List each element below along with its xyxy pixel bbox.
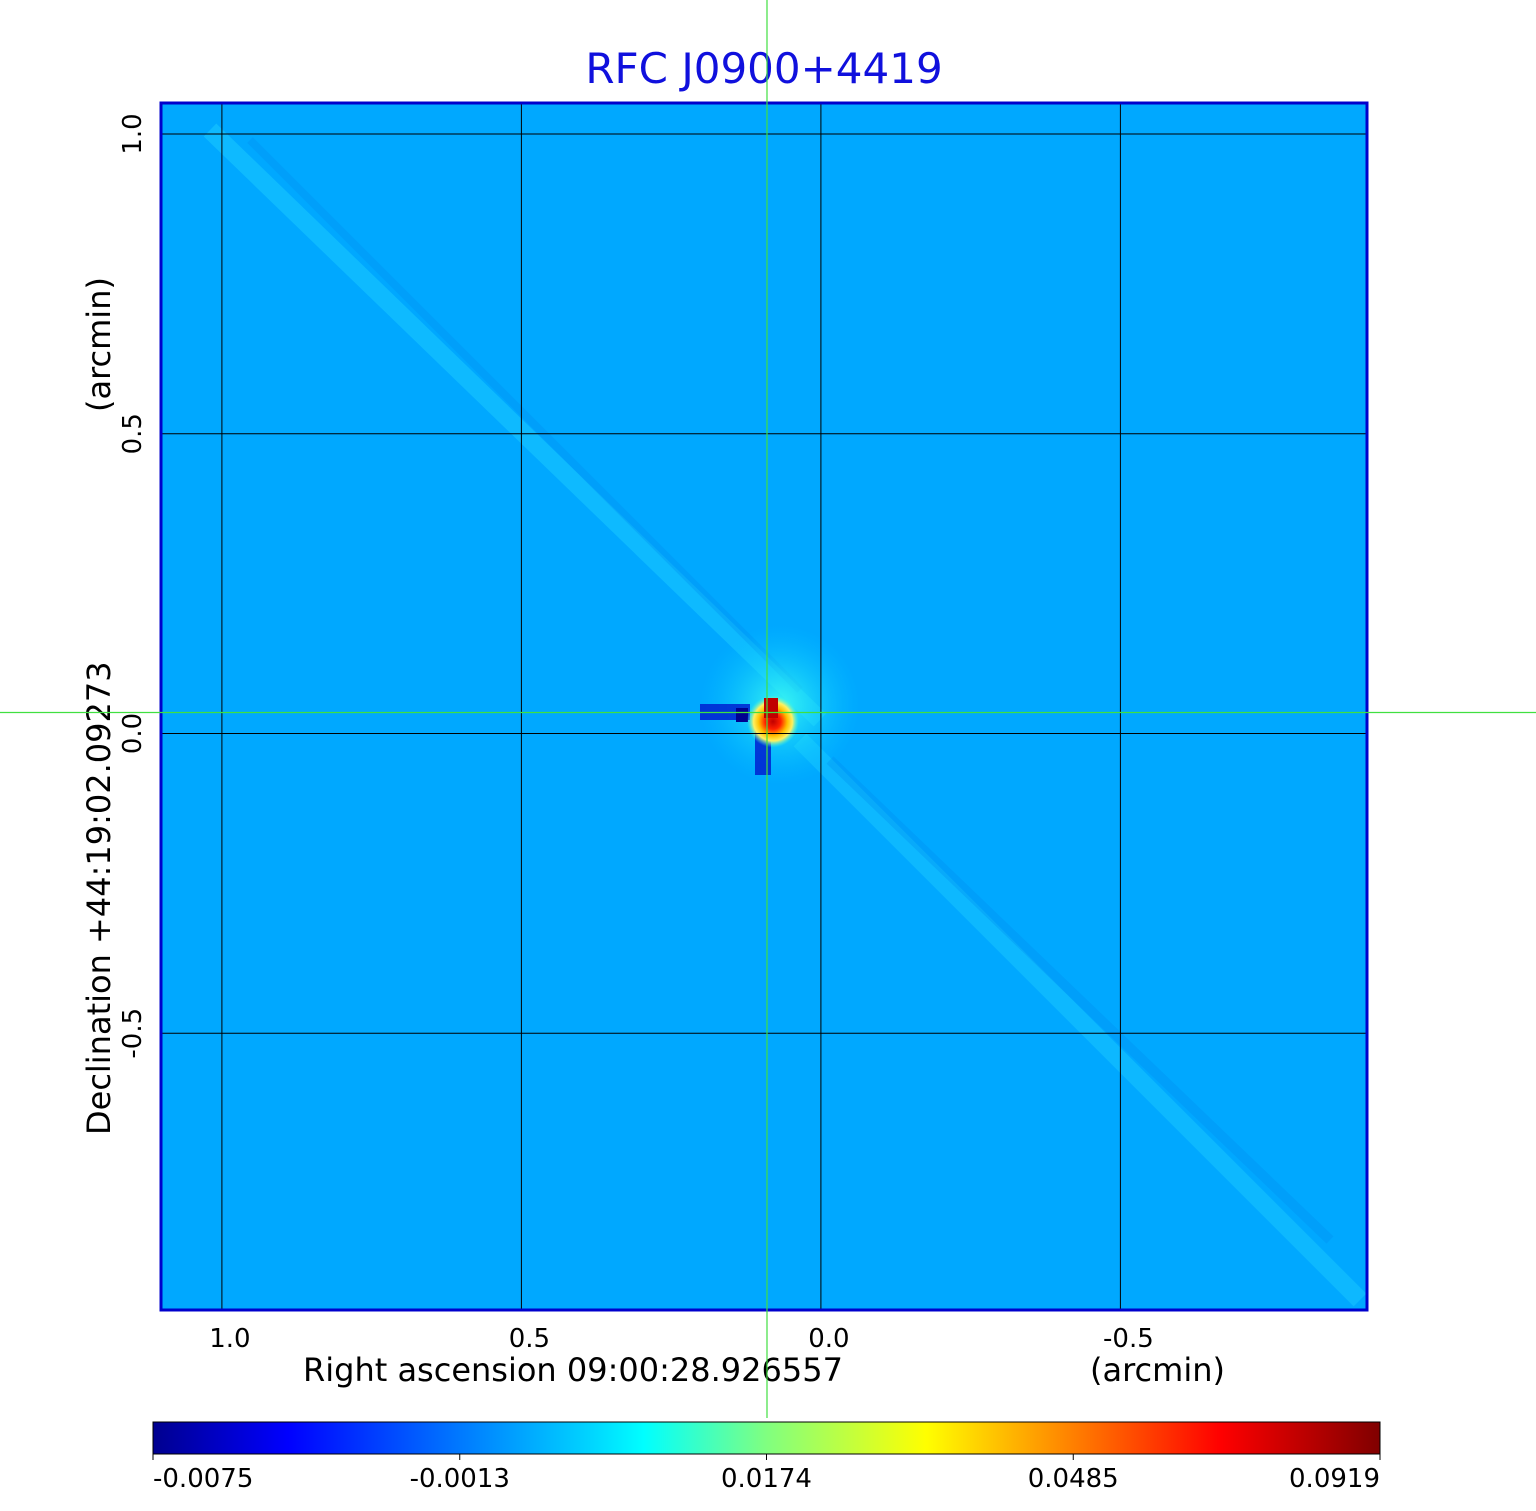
y-axis-unit: (arcmin) — [80, 277, 118, 412]
x-axis-label: Right ascension 09:00:28.926557 — [303, 1351, 843, 1389]
y-tick-labels: 1.0 0.5 0.0 -0.5 — [118, 113, 148, 1058]
sidelobe-streak — [826, 756, 1334, 1244]
y-axis-label: Declination +44:19:02.09273 — [80, 661, 118, 1135]
source-peak — [746, 695, 799, 748]
negative-artifact — [736, 708, 748, 722]
colorbar-tick-label: 0.0485 — [1028, 1464, 1119, 1494]
y-tick-label: 0.5 — [118, 413, 148, 454]
sidelobe-streak — [247, 137, 803, 693]
x-tick-labels: 1.0 0.5 0.0 -0.5 — [209, 1324, 1154, 1354]
colorbar — [152, 1421, 1381, 1455]
x-tick-label: 0.0 — [808, 1324, 849, 1354]
y-tick-label: 0.0 — [118, 713, 148, 754]
grid-lines — [162, 104, 1366, 1309]
colorbar-tick-label: -0.0075 — [153, 1464, 253, 1494]
chart-title: RFC J0900+4419 — [585, 44, 942, 93]
y-tick-label: 1.0 — [118, 113, 148, 154]
colorbar-tick-label: 0.0919 — [1289, 1464, 1380, 1494]
y-tick-label: -0.5 — [118, 1008, 148, 1059]
colorbar-tick-label: 0.0174 — [721, 1464, 812, 1494]
sidelobe-streak — [203, 123, 827, 727]
sidelobe-streak — [793, 733, 1366, 1307]
x-axis-unit: (arcmin) — [1090, 1351, 1225, 1389]
peak-core — [764, 698, 778, 718]
x-tick-label: -0.5 — [1103, 1324, 1154, 1354]
x-tick-label: 0.5 — [509, 1324, 550, 1354]
x-tick-label: 1.0 — [209, 1324, 250, 1354]
plot-frame — [159, 101, 1369, 1312]
colorbar-tick-labels: -0.0075 -0.0013 0.0174 0.0485 0.0919 — [152, 1454, 1381, 1494]
colorbar-tick-label: -0.0013 — [410, 1464, 510, 1494]
